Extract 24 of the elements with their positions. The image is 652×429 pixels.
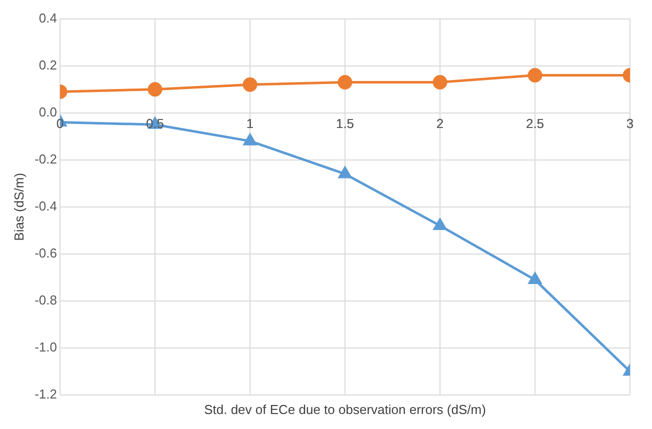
y-tick-label: -1.2 xyxy=(34,386,57,402)
x-tick-label: 2 xyxy=(436,116,444,132)
x-tick-label: 2.5 xyxy=(526,116,544,132)
x-tick-label: 1.5 xyxy=(336,116,354,132)
x-tick-label: 0 xyxy=(56,116,64,132)
x-tick-label: 1 xyxy=(246,116,254,132)
point xyxy=(148,82,162,97)
y-tick-label: -1.0 xyxy=(34,340,57,355)
y-tick-label: -0.8 xyxy=(34,292,57,308)
x-tick-label: 3 xyxy=(626,116,634,132)
point xyxy=(242,77,258,92)
y-tick-label: 0.0 xyxy=(38,104,57,120)
y-tick-label: 0.4 xyxy=(38,10,57,26)
point xyxy=(434,218,446,230)
x-axis-title: Std. dev of ECe due to observation errors (dS/m) xyxy=(204,402,486,418)
y-tick-label: 0.2 xyxy=(38,57,57,72)
y-axis-title: Bias (dS/m) xyxy=(11,172,26,241)
y-tick-label: -0.6 xyxy=(34,246,57,261)
point xyxy=(338,75,352,90)
point xyxy=(338,166,352,178)
point xyxy=(244,134,256,146)
point xyxy=(432,75,448,90)
y-tick-label: -0.2 xyxy=(34,151,57,166)
y-tick-label: -0.4 xyxy=(34,198,57,214)
